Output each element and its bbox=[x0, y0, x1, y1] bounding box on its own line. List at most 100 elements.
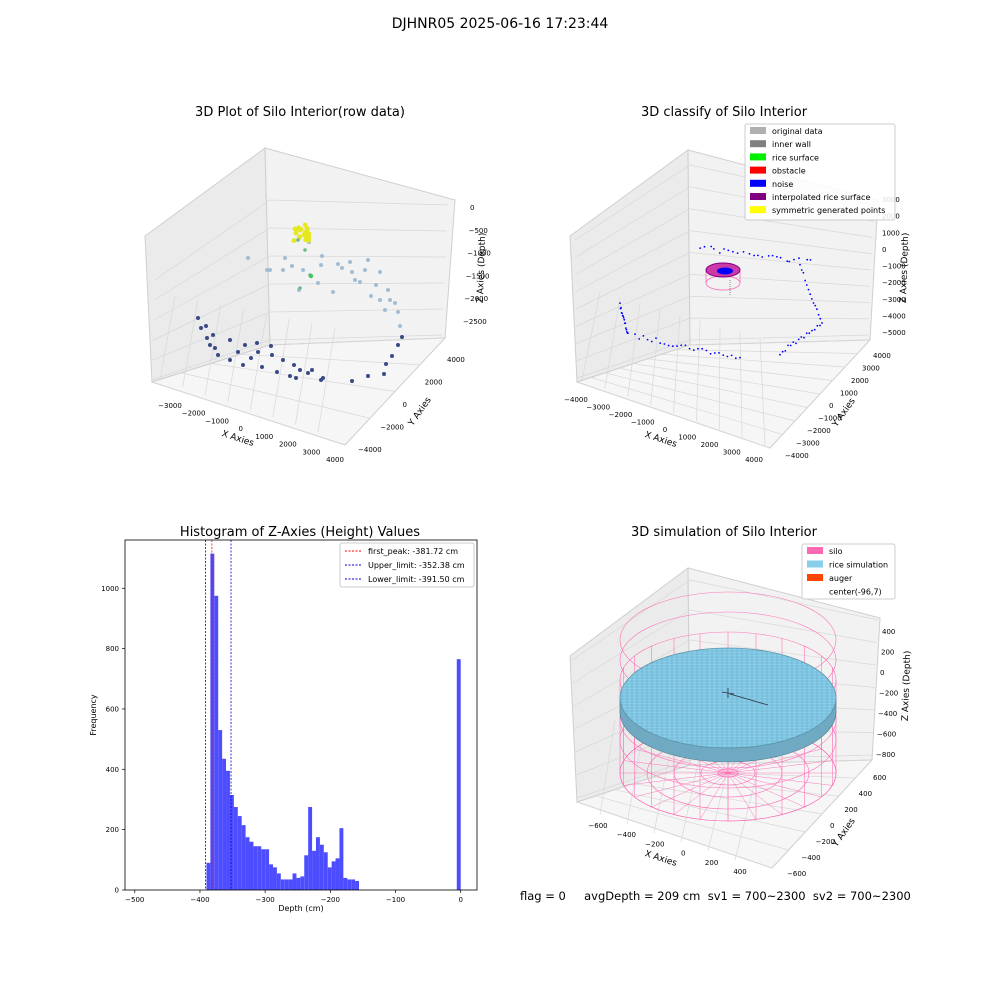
data-point bbox=[281, 268, 285, 272]
data-point bbox=[298, 368, 302, 372]
x-tick-label: 0 bbox=[238, 425, 242, 433]
histogram-bar bbox=[272, 867, 277, 890]
histogram-bar bbox=[312, 850, 316, 890]
data-point bbox=[800, 269, 803, 271]
histogram-bar bbox=[300, 876, 305, 890]
histogram-bar bbox=[249, 841, 254, 890]
data-point bbox=[384, 362, 388, 366]
data-point bbox=[236, 350, 240, 354]
data-point bbox=[753, 254, 755, 257]
grid-line bbox=[575, 208, 873, 275]
sim-rice-surface bbox=[619, 647, 837, 763]
histogram-bar bbox=[241, 825, 246, 890]
data-point bbox=[204, 324, 208, 328]
data-point bbox=[303, 237, 309, 243]
data-point bbox=[786, 260, 789, 263]
histogram-bar bbox=[335, 858, 340, 890]
sim-z-ticks: 400 200 0 −200 −400 −600 −800 bbox=[876, 628, 898, 759]
z-tick-label: 1000 bbox=[882, 229, 900, 237]
x-tick-label: 4000 bbox=[326, 456, 344, 464]
data-point bbox=[655, 337, 657, 339]
data-point bbox=[241, 363, 245, 367]
data-point bbox=[771, 254, 774, 257]
y-tick-label: 3000 bbox=[862, 365, 880, 373]
grid-line bbox=[671, 770, 856, 779]
raw-x-ticks: −3000−2000−1000 0 1000 2000 3000 4000 bbox=[158, 402, 344, 464]
data-point bbox=[819, 317, 822, 320]
x-tick-label: 0 bbox=[663, 426, 667, 434]
data-point bbox=[808, 332, 811, 335]
cls-z-axis-label: Z Axies (Depth) bbox=[899, 233, 911, 304]
data-point bbox=[216, 353, 220, 357]
data-point bbox=[383, 308, 387, 312]
legend-label: inner wall bbox=[772, 140, 811, 149]
data-point bbox=[802, 271, 805, 274]
y-tick-label: 2000 bbox=[425, 379, 443, 387]
legend-swatch bbox=[750, 127, 766, 134]
data-point bbox=[398, 324, 402, 328]
histogram-bar bbox=[339, 828, 344, 890]
data-point bbox=[803, 336, 805, 339]
y-tick-label: 4000 bbox=[447, 356, 465, 364]
hist-vlines bbox=[205, 540, 232, 890]
z-tick-label: −800 bbox=[876, 751, 895, 759]
grid-line bbox=[576, 801, 773, 869]
data-point bbox=[382, 372, 386, 376]
data-point bbox=[270, 353, 274, 357]
x-tick-label: −1000 bbox=[205, 417, 229, 425]
grid-line bbox=[599, 719, 616, 816]
data-point bbox=[291, 238, 297, 243]
histogram-bar bbox=[229, 794, 234, 890]
silo-ring bbox=[717, 768, 739, 778]
data-point bbox=[228, 338, 232, 342]
data-point bbox=[400, 335, 404, 339]
z-tick-label: 200 bbox=[881, 649, 894, 657]
y-tick-label: 400 bbox=[106, 766, 119, 774]
data-point bbox=[798, 257, 800, 260]
data-point bbox=[787, 344, 789, 347]
raw-points bbox=[196, 222, 404, 383]
data-point bbox=[336, 262, 340, 266]
x-tick-label: −400 bbox=[190, 896, 209, 904]
grid-line bbox=[576, 754, 873, 799]
data-point bbox=[650, 340, 653, 343]
legend-label: interpolated rice surface bbox=[772, 193, 870, 202]
data-point bbox=[350, 270, 354, 274]
data-point bbox=[304, 227, 310, 233]
data-point bbox=[199, 326, 203, 330]
data-point bbox=[363, 268, 367, 272]
histogram-bar bbox=[308, 807, 313, 890]
x-tick-label: −500 bbox=[125, 896, 144, 904]
data-point bbox=[393, 301, 397, 305]
x-tick-label: 1000 bbox=[678, 434, 696, 442]
x-tick-label: 1000 bbox=[255, 433, 273, 441]
y-tick-label: −2000 bbox=[807, 427, 831, 435]
data-point bbox=[396, 310, 400, 314]
data-point bbox=[378, 270, 382, 274]
data-point bbox=[804, 279, 806, 282]
grid-line bbox=[571, 579, 879, 661]
x-tick-label: 0 bbox=[681, 850, 685, 858]
data-point bbox=[713, 352, 716, 354]
data-point bbox=[624, 322, 627, 325]
x-tick-label: −4000 bbox=[564, 396, 588, 404]
cls-x-ticks: −4000−3000−2000−1000 0 1000 2000 3000 4000 bbox=[564, 396, 763, 464]
data-point bbox=[814, 304, 817, 307]
data-point bbox=[281, 358, 285, 362]
data-point bbox=[386, 288, 390, 292]
z-tick-label: −2000 bbox=[464, 295, 488, 303]
histogram-bar bbox=[319, 844, 324, 890]
data-point bbox=[642, 335, 645, 337]
data-point bbox=[748, 252, 751, 255]
hist-axes-frame bbox=[124, 539, 478, 891]
grid-line bbox=[573, 639, 877, 707]
data-point bbox=[211, 333, 215, 337]
data-point bbox=[321, 376, 325, 380]
data-point bbox=[196, 316, 200, 320]
data-point bbox=[288, 374, 292, 378]
legend-label: center(-96,7) bbox=[829, 588, 882, 597]
legend-label: obstacle bbox=[772, 167, 806, 176]
data-point bbox=[799, 263, 801, 266]
y-tick-label: 800 bbox=[106, 645, 119, 653]
